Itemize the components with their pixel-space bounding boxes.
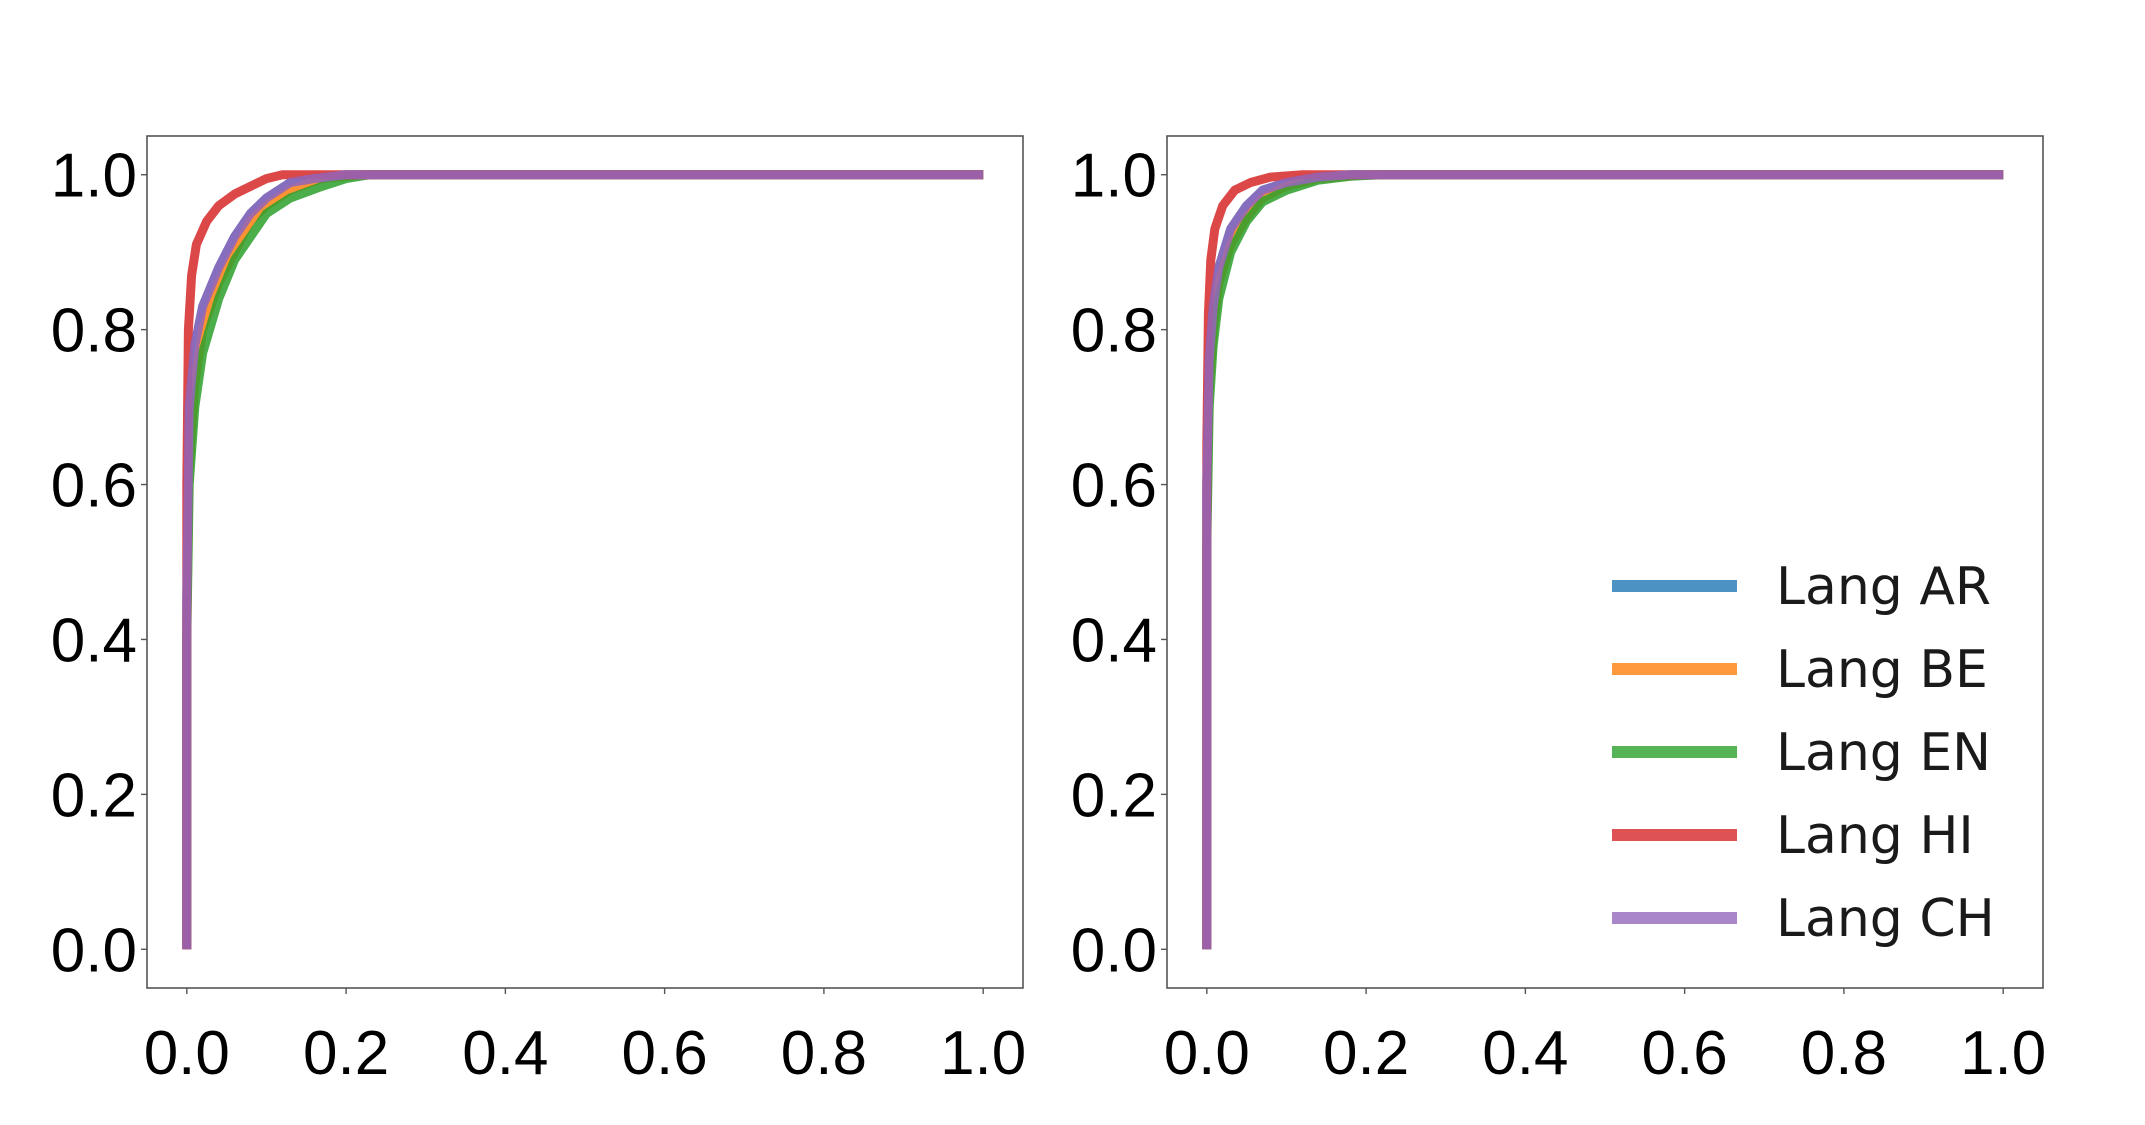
y-tick-label: 0.8 xyxy=(1071,297,1157,366)
plot-frame xyxy=(146,135,1024,989)
right-roc-panel: 0.0 0.2 0.4 0.6 0.8 1.0 0.0 0.2 0.4 0.6 0.8 1.0 Lang… xyxy=(1071,135,2046,1088)
y-tick-label: 0.4 xyxy=(1071,606,1157,675)
y-tick-label: 0.0 xyxy=(1071,916,1157,985)
legend: Lang AR Lang BE Lang EN Lang HI Lang CH xyxy=(1612,557,1995,949)
x-tick-label: 0.0 xyxy=(1164,1019,1250,1088)
x-tick-label: 0.2 xyxy=(1323,1019,1409,1088)
y-tick-label: 0.6 xyxy=(1071,452,1157,521)
x-tick-label: 1.0 xyxy=(940,1019,1026,1088)
series-line-4 xyxy=(182,170,984,950)
x-tick-label: 0.2 xyxy=(303,1019,389,1088)
y-tick-label: 0.4 xyxy=(51,606,137,675)
x-tick-label: 0.8 xyxy=(781,1019,867,1088)
series-line-1 xyxy=(182,170,984,950)
x-tick-label: 0.6 xyxy=(622,1019,708,1088)
series-line-0 xyxy=(182,170,984,950)
plot-frame xyxy=(1166,135,2044,989)
y-tick-label: 0.6 xyxy=(51,452,137,521)
x-tick-label: 1.0 xyxy=(1960,1019,2046,1088)
series-line-lang-ch xyxy=(1202,170,2004,950)
x-tick-label: 0.8 xyxy=(1801,1019,1887,1088)
y-tick-label: 0.0 xyxy=(51,916,137,985)
x-tick-label: 0.6 xyxy=(1642,1019,1728,1088)
series-line-2 xyxy=(182,170,984,950)
x-tick-label: 0.0 xyxy=(144,1019,230,1088)
series-line-3 xyxy=(182,170,984,950)
left-roc-panel: 0.0 0.2 0.4 0.6 0.8 1.0 0.0 0.2 0.4 0.6 0.8 1.0 xyxy=(51,135,1026,1088)
x-tick-label: 0.4 xyxy=(462,1019,548,1088)
x-tick-label: 0.4 xyxy=(1482,1019,1568,1088)
y-tick-label: 1.0 xyxy=(1071,142,1157,211)
y-tick-label: 0.8 xyxy=(51,297,137,366)
legend-label: Lang HI xyxy=(1776,806,1974,866)
legend-label: Lang EN xyxy=(1776,723,1991,783)
legend-label: Lang CH xyxy=(1776,889,1995,949)
legend-label: Lang AR xyxy=(1776,557,1991,617)
legend-label: Lang BE xyxy=(1776,640,1988,700)
y-tick-label: 0.2 xyxy=(51,761,137,830)
y-tick-label: 1.0 xyxy=(51,142,137,211)
y-tick-label: 0.2 xyxy=(1071,761,1157,830)
